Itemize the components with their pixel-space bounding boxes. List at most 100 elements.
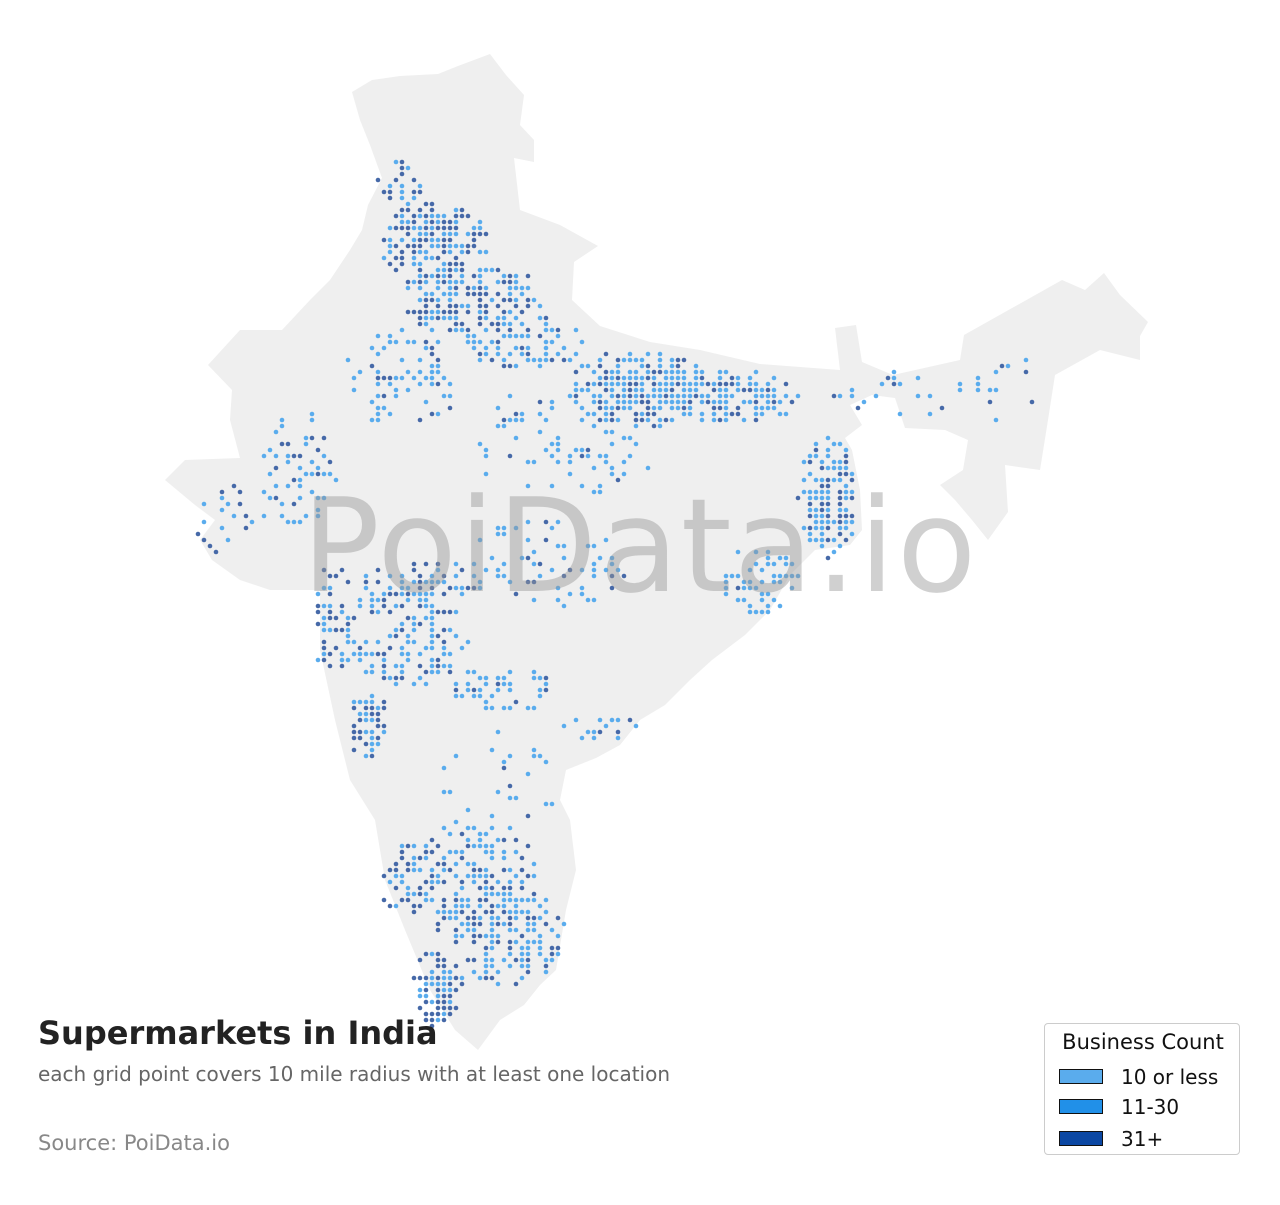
grid-point bbox=[351, 723, 357, 729]
grid-point bbox=[555, 351, 561, 357]
grid-point bbox=[507, 297, 513, 303]
grid-point bbox=[345, 627, 351, 633]
grid-point bbox=[675, 369, 681, 375]
grid-point bbox=[321, 657, 327, 663]
grid-point bbox=[531, 921, 537, 927]
grid-point bbox=[285, 519, 291, 525]
grid-point bbox=[429, 207, 435, 213]
grid-point bbox=[411, 375, 417, 381]
grid-point bbox=[519, 285, 525, 291]
grid-point bbox=[435, 561, 441, 567]
grid-point bbox=[699, 393, 705, 399]
grid-point bbox=[489, 855, 495, 861]
grid-point bbox=[315, 609, 321, 615]
grid-point bbox=[507, 291, 513, 297]
grid-point bbox=[441, 825, 447, 831]
grid-point bbox=[639, 387, 645, 393]
grid-point bbox=[711, 405, 717, 411]
grid-point bbox=[411, 615, 417, 621]
grid-point bbox=[399, 357, 405, 363]
grid-point bbox=[837, 513, 843, 519]
grid-point bbox=[447, 243, 453, 249]
grid-point bbox=[357, 699, 363, 705]
grid-point bbox=[489, 927, 495, 933]
grid-point bbox=[525, 963, 531, 969]
grid-point bbox=[819, 513, 825, 519]
grid-point bbox=[195, 531, 201, 537]
grid-point bbox=[441, 309, 447, 315]
grid-point bbox=[675, 381, 681, 387]
grid-point bbox=[543, 969, 549, 975]
grid-point bbox=[519, 309, 525, 315]
grid-point bbox=[741, 585, 747, 591]
grid-point bbox=[825, 453, 831, 459]
grid-point bbox=[399, 375, 405, 381]
grid-point bbox=[429, 603, 435, 609]
grid-point bbox=[429, 297, 435, 303]
grid-point bbox=[621, 573, 627, 579]
grid-point bbox=[501, 885, 507, 891]
grid-point bbox=[513, 411, 519, 417]
grid-point bbox=[717, 387, 723, 393]
grid-point bbox=[423, 255, 429, 261]
grid-point bbox=[369, 603, 375, 609]
grid-point bbox=[501, 897, 507, 903]
grid-point bbox=[411, 309, 417, 315]
grid-point bbox=[363, 639, 369, 645]
grid-point bbox=[465, 339, 471, 345]
grid-point bbox=[393, 591, 399, 597]
grid-point bbox=[477, 309, 483, 315]
grid-point bbox=[561, 345, 567, 351]
grid-point bbox=[339, 627, 345, 633]
grid-point bbox=[507, 909, 513, 915]
grid-point bbox=[627, 399, 633, 405]
grid-point bbox=[531, 753, 537, 759]
grid-point bbox=[633, 369, 639, 375]
grid-point bbox=[747, 375, 753, 381]
grid-point bbox=[405, 633, 411, 639]
grid-point bbox=[549, 453, 555, 459]
grid-point bbox=[411, 867, 417, 873]
grid-point bbox=[435, 957, 441, 963]
grid-point bbox=[813, 453, 819, 459]
grid-point bbox=[465, 861, 471, 867]
grid-point bbox=[447, 273, 453, 279]
grid-point bbox=[597, 363, 603, 369]
grid-point bbox=[591, 423, 597, 429]
grid-point bbox=[591, 573, 597, 579]
grid-point bbox=[645, 417, 651, 423]
grid-point bbox=[471, 921, 477, 927]
grid-point bbox=[681, 357, 687, 363]
grid-point bbox=[435, 879, 441, 885]
grid-point bbox=[603, 351, 609, 357]
grid-point bbox=[459, 303, 465, 309]
grid-point bbox=[411, 891, 417, 897]
grid-point bbox=[537, 573, 543, 579]
grid-point bbox=[837, 531, 843, 537]
grid-point bbox=[807, 489, 813, 495]
grid-point bbox=[291, 477, 297, 483]
grid-point bbox=[561, 723, 567, 729]
grid-point bbox=[351, 747, 357, 753]
grid-point bbox=[603, 723, 609, 729]
grid-point bbox=[525, 555, 531, 561]
grid-point bbox=[489, 915, 495, 921]
grid-point bbox=[435, 363, 441, 369]
grid-point bbox=[507, 705, 513, 711]
grid-point bbox=[387, 411, 393, 417]
grid-point bbox=[405, 843, 411, 849]
grid-point bbox=[663, 417, 669, 423]
grid-point bbox=[543, 447, 549, 453]
grid-point bbox=[579, 483, 585, 489]
grid-point bbox=[639, 399, 645, 405]
grid-point bbox=[465, 291, 471, 297]
grid-point bbox=[435, 663, 441, 669]
grid-point bbox=[645, 465, 651, 471]
grid-point bbox=[501, 867, 507, 873]
grid-point bbox=[375, 651, 381, 657]
grid-point bbox=[393, 663, 399, 669]
grid-point bbox=[429, 291, 435, 297]
grid-point bbox=[477, 357, 483, 363]
grid-point bbox=[417, 285, 423, 291]
grid-point bbox=[513, 981, 519, 987]
